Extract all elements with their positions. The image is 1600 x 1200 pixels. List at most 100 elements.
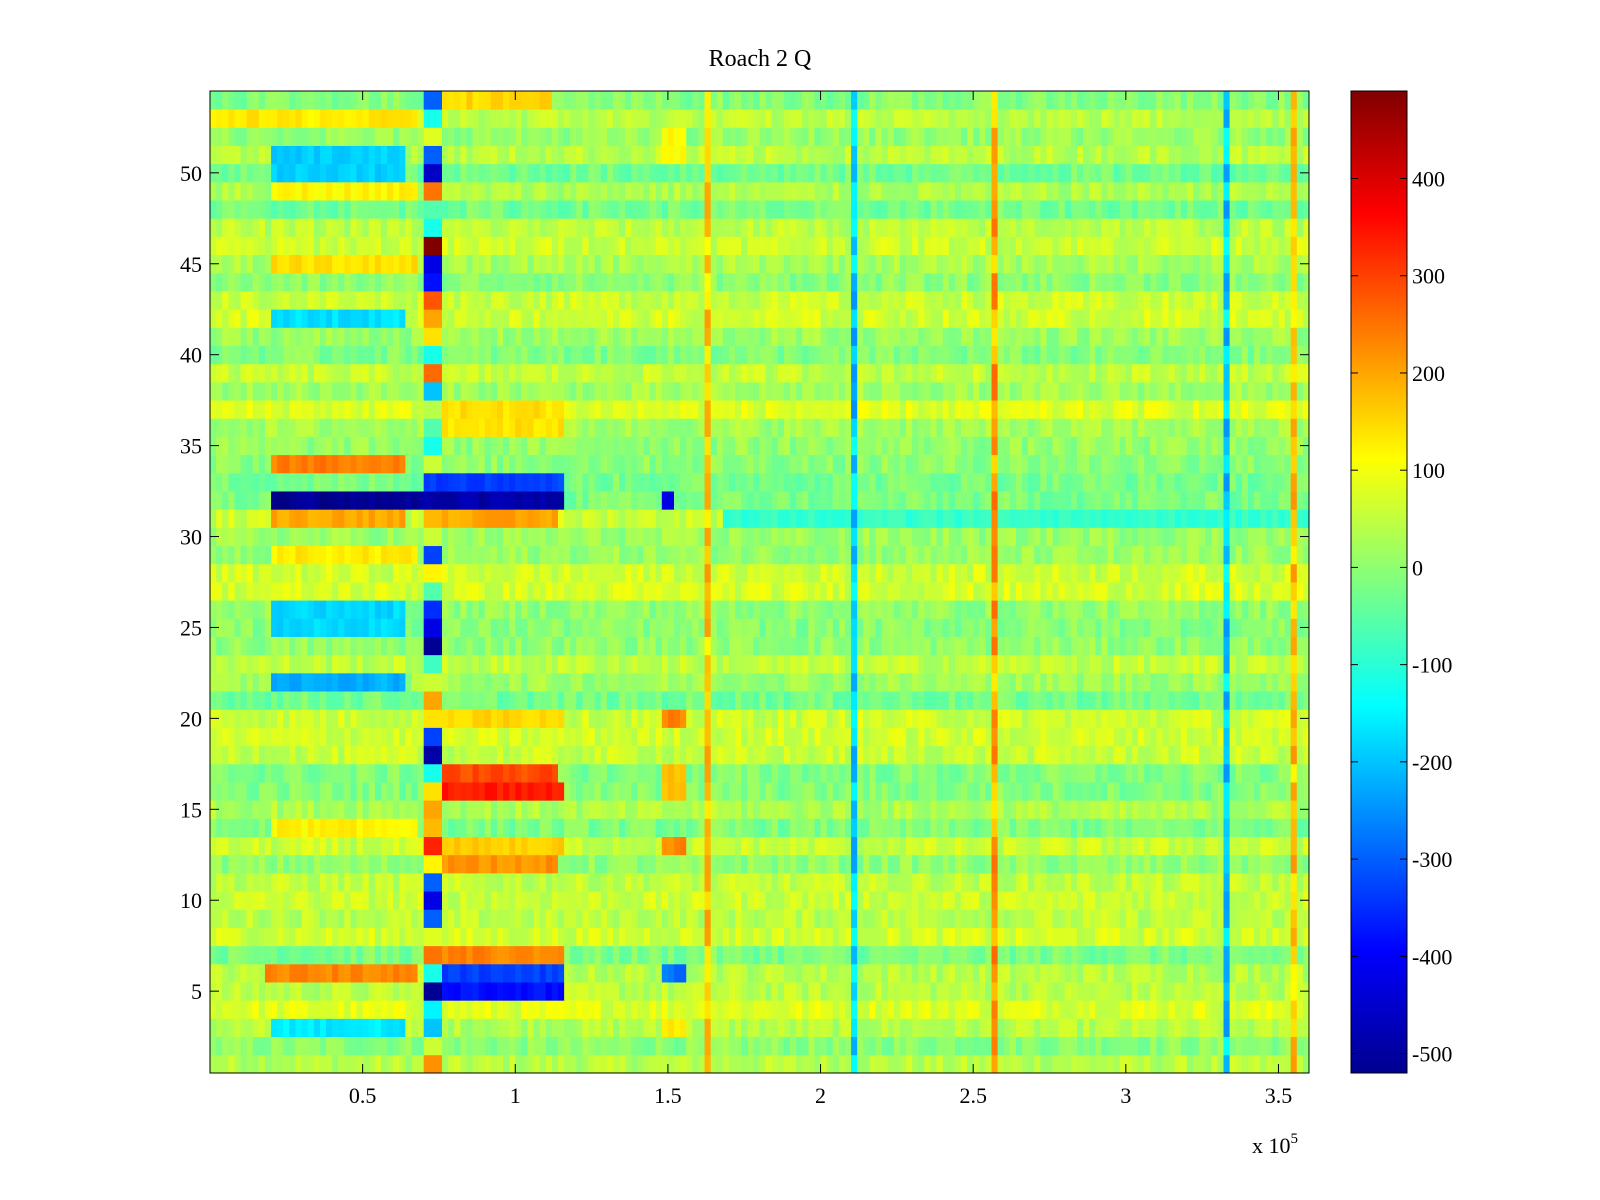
heatmap-cell <box>1247 654 1255 674</box>
heatmap-cell <box>899 872 907 892</box>
heatmap-cell <box>1272 800 1279 819</box>
heatmap-cell <box>1290 600 1298 619</box>
heatmap-cell <box>307 782 315 801</box>
heatmap-cell <box>686 1000 693 1019</box>
heatmap-cell <box>234 872 241 892</box>
heatmap-cell <box>490 1000 498 1019</box>
heatmap-cell <box>674 909 681 928</box>
heatmap-cell <box>826 1036 834 1056</box>
heatmap-cell <box>600 945 608 965</box>
heatmap-cell <box>362 982 370 1001</box>
heatmap-cell <box>1217 1036 1224 1056</box>
heatmap-cell <box>600 1036 608 1056</box>
heatmap-cell <box>1260 982 1267 1001</box>
heatmap-cell <box>1174 836 1182 856</box>
heatmap-cell <box>1186 582 1194 601</box>
heatmap-cell <box>1089 600 1096 619</box>
heatmap-cell <box>271 654 278 674</box>
heatmap-cell <box>582 927 589 947</box>
heatmap-cell <box>814 600 821 619</box>
heatmap-cell <box>289 582 296 601</box>
heatmap-cell <box>393 1054 400 1074</box>
heatmap-cell <box>1254 582 1261 601</box>
heatmap-cell <box>289 1054 296 1074</box>
heatmap-cell <box>478 745 486 765</box>
heatmap-cell <box>1113 891 1121 910</box>
heatmap-cell <box>1290 727 1298 747</box>
heatmap-cell <box>1113 872 1121 892</box>
heatmap-cell <box>802 654 809 674</box>
heatmap-cell <box>405 909 412 928</box>
heatmap-cell <box>1034 945 1041 965</box>
heatmap-cell <box>1278 872 1285 892</box>
heatmap-cell <box>509 709 516 728</box>
heatmap-cell <box>960 1054 968 1074</box>
heatmap-cell <box>899 600 907 619</box>
heatmap-cell <box>997 672 1005 692</box>
heatmap-cell <box>1223 836 1231 856</box>
heatmap-cell <box>1211 600 1218 619</box>
heatmap-cell <box>240 709 248 728</box>
heatmap-cell <box>857 909 864 928</box>
heatmap-cell <box>515 654 522 674</box>
heatmap-cell <box>1040 854 1047 874</box>
heatmap-cell <box>301 800 309 819</box>
heatmap-cell <box>1192 945 1200 965</box>
heatmap-cell <box>728 709 736 728</box>
heatmap-cell <box>777 1000 785 1019</box>
heatmap-cell <box>661 654 669 674</box>
heatmap-cell <box>350 1054 357 1074</box>
heatmap-cell <box>454 872 461 892</box>
heatmap-cell <box>649 982 657 1001</box>
heatmap-cell <box>417 945 425 965</box>
heatmap-cell <box>1022 836 1029 856</box>
heatmap-cell <box>533 1054 541 1074</box>
heatmap-cell <box>234 709 241 728</box>
heatmap-cell <box>649 836 657 856</box>
heatmap-cell <box>1022 654 1029 674</box>
heatmap-cell <box>1064 836 1072 856</box>
heatmap-cell <box>1235 1054 1243 1074</box>
heatmap-cell <box>417 600 425 619</box>
heatmap-cell <box>1131 1036 1139 1056</box>
heatmap-cell <box>319 745 327 765</box>
heatmap-cell <box>1125 982 1133 1001</box>
heatmap-cell <box>704 654 712 674</box>
heatmap-cell <box>893 1000 901 1019</box>
heatmap-cell <box>350 672 357 692</box>
heatmap-cell <box>643 618 650 637</box>
heatmap-cell <box>826 872 834 892</box>
heatmap-cell <box>271 691 278 710</box>
heatmap-cell <box>1113 763 1121 783</box>
heatmap-cell <box>1247 854 1255 874</box>
heatmap-cell <box>722 763 730 783</box>
heatmap-cell <box>869 818 876 837</box>
heatmap-cell <box>832 1054 840 1074</box>
heatmap-cell <box>814 891 821 910</box>
heatmap-cell <box>942 872 950 892</box>
heatmap-cell <box>564 927 571 947</box>
heatmap-cell <box>545 818 553 837</box>
heatmap-cell <box>423 636 431 656</box>
heatmap-cell <box>1229 600 1237 619</box>
heatmap-cell <box>698 582 705 601</box>
heatmap-cell <box>1089 709 1096 728</box>
heatmap-cell <box>997 727 1005 747</box>
heatmap-cell <box>600 1054 608 1074</box>
heatmap-cell <box>826 927 834 947</box>
heatmap-cell <box>716 945 724 965</box>
heatmap-cell <box>1168 909 1176 928</box>
heatmap-cell <box>1229 1036 1237 1056</box>
heatmap-cell <box>356 927 364 947</box>
heatmap-cell <box>368 982 376 1001</box>
heatmap-cell <box>1205 672 1212 692</box>
heatmap-cell <box>869 963 876 983</box>
heatmap-cell <box>515 691 522 710</box>
heatmap-cell <box>362 691 370 710</box>
heatmap-cell <box>1009 1018 1017 1038</box>
heatmap-cell <box>1168 745 1176 765</box>
heatmap-cell <box>216 982 223 1001</box>
heatmap-cell <box>832 745 840 765</box>
heatmap-cell <box>680 654 687 674</box>
heatmap-cell <box>442 1054 449 1074</box>
